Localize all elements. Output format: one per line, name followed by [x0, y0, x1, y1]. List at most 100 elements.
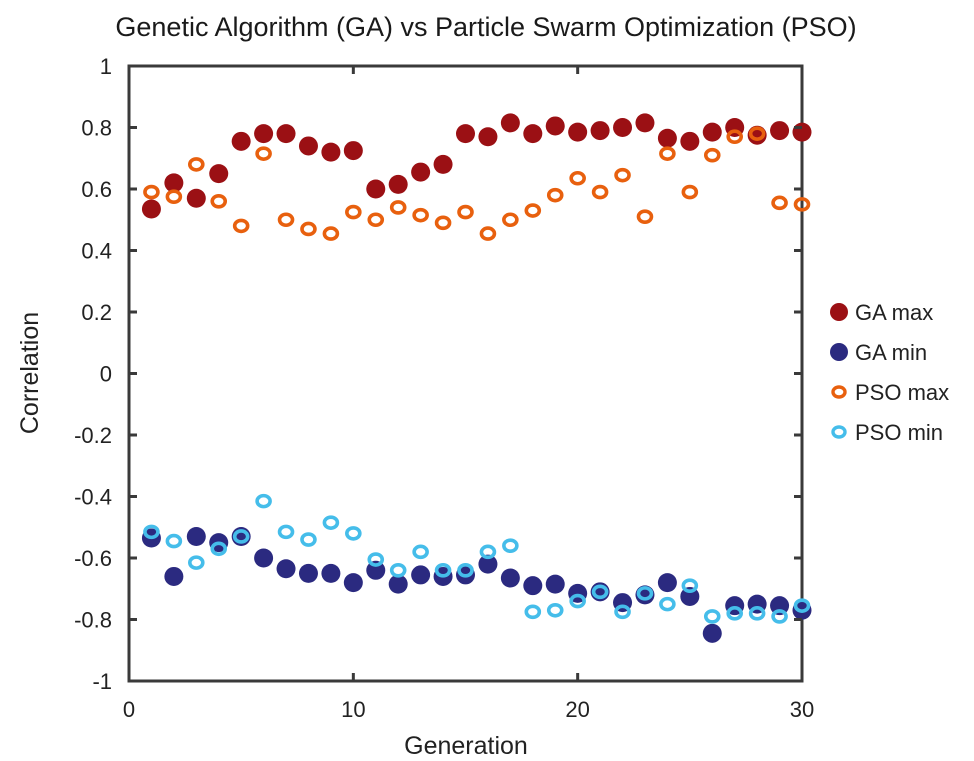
data-point — [210, 194, 228, 209]
data-point — [726, 129, 744, 145]
legend-marker — [830, 343, 848, 361]
data-point — [298, 563, 318, 583]
data-point — [434, 215, 452, 231]
legend-label: GA min — [855, 340, 927, 365]
x-tick-label: 30 — [790, 697, 814, 722]
data-point — [771, 195, 788, 211]
data-point — [322, 515, 340, 530]
data-point — [702, 122, 722, 142]
y-tick-label: -0.4 — [74, 485, 112, 510]
data-point — [434, 562, 452, 578]
data-point — [636, 586, 654, 601]
data-point — [164, 173, 184, 193]
data-point — [703, 147, 721, 163]
data-point — [500, 568, 520, 588]
x-axis-label: Generation — [404, 732, 528, 760]
data-point — [502, 538, 519, 554]
data-point — [300, 221, 317, 237]
data-point — [277, 212, 295, 228]
legend-item: PSO max — [831, 380, 949, 405]
y-axis-ticks: 1 0.8 0.6 0.4 0.2 0 -0.2 -0.4 -0.6 -0.8 -1 — [74, 54, 802, 694]
legend-item: PSO min — [831, 420, 943, 445]
legend-marker — [831, 425, 847, 439]
data-point — [591, 584, 609, 600]
data-point — [412, 544, 429, 560]
data-point — [613, 118, 633, 137]
data-point — [457, 562, 474, 578]
data-point — [590, 121, 610, 141]
data-point — [635, 113, 655, 133]
legend-item: GA max — [830, 300, 933, 325]
data-point — [300, 532, 317, 547]
plot-area — [127, 64, 812, 683]
chart-title: Genetic Algorithm (GA) vs Particle Swarm… — [115, 12, 856, 42]
data-point — [478, 554, 498, 574]
data-point — [748, 126, 766, 141]
y-tick-label: -0.8 — [74, 608, 112, 633]
data-point — [479, 544, 497, 560]
data-point — [343, 573, 363, 593]
data-point — [657, 128, 677, 148]
data-point — [770, 121, 790, 141]
data-point — [659, 146, 676, 161]
data-point — [165, 533, 183, 549]
data-point — [188, 555, 205, 570]
data-point — [478, 127, 498, 147]
data-point — [389, 200, 407, 215]
legend-label: PSO max — [855, 380, 949, 405]
data-point — [546, 187, 564, 203]
data-point — [255, 493, 272, 509]
data-point — [568, 122, 588, 142]
series-ga-min — [141, 526, 812, 643]
series-pso-max — [143, 126, 811, 241]
data-point — [412, 207, 429, 223]
y-tick-label: -0.6 — [74, 546, 112, 571]
legend-label: PSO min — [855, 420, 943, 445]
data-point — [614, 167, 631, 183]
data-point — [321, 563, 341, 583]
x-tick-label: 20 — [565, 697, 589, 722]
data-point — [143, 184, 160, 200]
data-point — [636, 209, 654, 224]
data-point — [546, 602, 564, 618]
y-tick-label: -1 — [92, 669, 112, 694]
data-point — [680, 131, 700, 151]
data-point — [771, 609, 788, 624]
data-point — [433, 154, 453, 174]
data-point — [345, 204, 362, 220]
data-point — [702, 623, 722, 643]
legend-label: GA max — [855, 300, 933, 325]
data-point — [591, 184, 609, 200]
data-point — [231, 131, 251, 151]
y-tick-label: 0.6 — [81, 177, 112, 202]
data-point — [143, 524, 160, 540]
data-point — [500, 113, 520, 133]
series-ga-max — [141, 113, 812, 219]
data-point — [523, 124, 543, 144]
data-point — [298, 136, 318, 156]
data-point — [456, 124, 475, 144]
data-point — [793, 598, 811, 613]
data-point — [345, 526, 362, 541]
data-point — [254, 124, 274, 144]
data-point — [343, 141, 363, 161]
data-point — [659, 596, 676, 612]
data-point — [276, 559, 296, 579]
data-point — [681, 578, 699, 593]
legend-marker — [830, 303, 848, 321]
data-point — [793, 197, 811, 212]
legend-marker — [831, 385, 847, 399]
y-tick-label: -0.2 — [74, 423, 112, 448]
legend: GA max GA min PSO max PSO min — [830, 300, 949, 445]
data-point — [255, 146, 272, 161]
x-axis-ticks: 0 10 20 30 — [123, 66, 814, 722]
data-point — [277, 524, 295, 540]
data-point — [657, 573, 677, 593]
data-point — [457, 204, 474, 220]
data-point — [188, 157, 205, 172]
data-point — [141, 199, 161, 219]
y-tick-label: 0.8 — [81, 116, 112, 141]
data-point — [321, 142, 341, 162]
data-point — [165, 189, 183, 204]
data-point — [411, 565, 431, 585]
